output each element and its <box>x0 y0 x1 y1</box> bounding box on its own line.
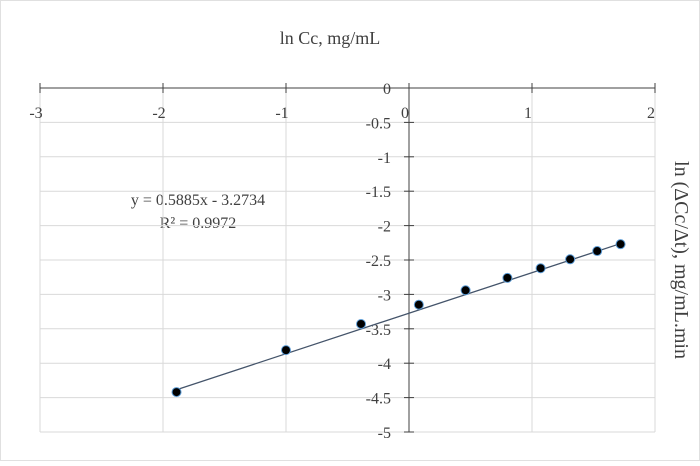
y-tick-label: -4 <box>378 356 391 373</box>
y-tick-label: -5 <box>378 425 391 442</box>
equation: y = 0.5885x - 3.2734 <box>131 192 265 209</box>
y-tick-label: -3 <box>378 287 391 304</box>
x-tick-label: -2 <box>152 105 165 122</box>
y-tick-label: 0 <box>383 81 391 98</box>
data-point <box>460 285 471 296</box>
x-tick-label: 0 <box>401 105 409 122</box>
y-tick-label: -3.5 <box>366 322 391 339</box>
data-point <box>565 254 576 265</box>
trendline <box>176 242 621 391</box>
y-tick-label: -1.5 <box>366 184 391 201</box>
data-point <box>615 239 626 250</box>
y-tick-label: -4.5 <box>366 391 391 408</box>
data-point <box>281 345 291 356</box>
r-squared: R² = 0.9972 <box>160 215 237 232</box>
x-tick-label: 1 <box>524 105 532 122</box>
y-tick-label: -0.5 <box>366 115 391 132</box>
y-axis-title: ln (ΔCc/Δt), mg/mL.min <box>670 161 692 359</box>
y-tick-label: -2.5 <box>366 253 391 270</box>
data-point <box>356 318 367 329</box>
x-axis-title: ln Cc, mg/mL <box>280 28 381 48</box>
data-point <box>171 387 182 398</box>
data-point <box>592 246 603 257</box>
x-tick-label: 2 <box>647 105 655 122</box>
data-point <box>502 272 513 283</box>
x-tick-label: -3 <box>29 105 42 122</box>
y-tick-label: -1 <box>378 150 391 167</box>
x-tick-label: -1 <box>275 105 288 122</box>
data-point <box>413 299 424 310</box>
y-tick-label: -2 <box>378 219 391 236</box>
data-point <box>535 263 546 274</box>
